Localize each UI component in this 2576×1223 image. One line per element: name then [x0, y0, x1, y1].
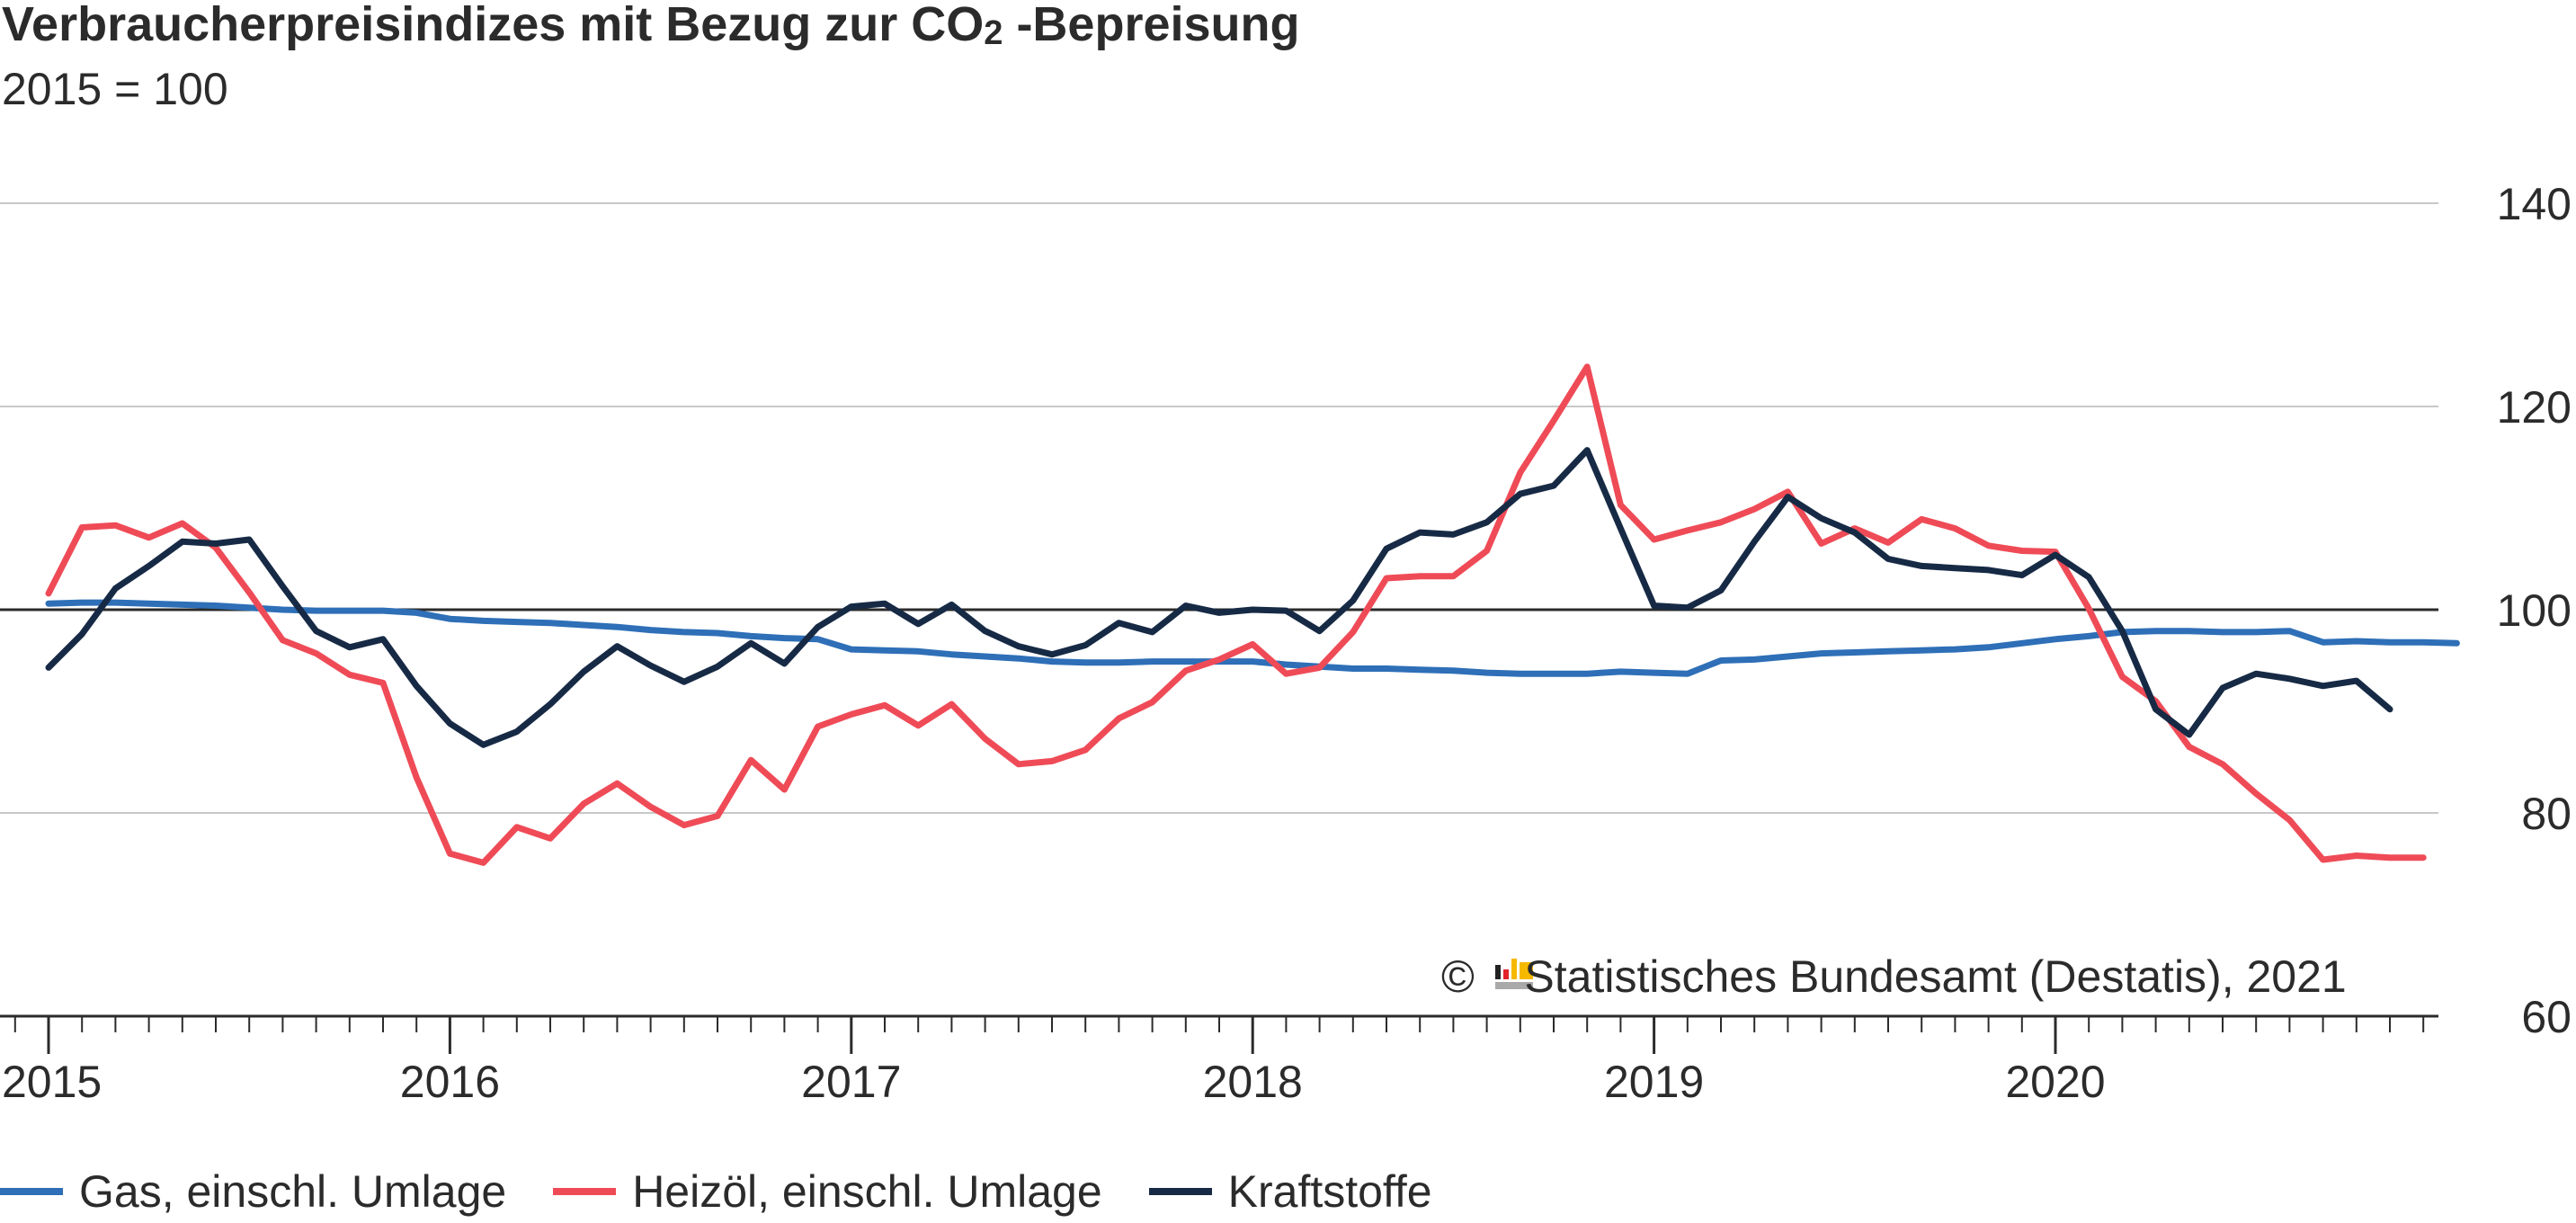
series-line-heizoel — [45, 363, 2427, 866]
legend-swatch-gas — [0, 1188, 63, 1195]
series-line-kraftstoffe — [45, 447, 2393, 748]
x-tick-label: 2016 — [400, 1057, 500, 1107]
y-tick-label: 100 — [2497, 585, 2572, 636]
destatis-logo-icon — [1495, 959, 1533, 989]
line-chart: 60 80 100 120 140 2015 2016 2017 2018 2019 2020 ©… — [0, 179, 2572, 1107]
legend-swatch-heizoel — [553, 1188, 617, 1195]
chart-title-tail: -Bepreisung — [1003, 0, 1300, 51]
legend-item-gas: Gas, einschl. Umlage — [0, 1165, 506, 1218]
y-tick-label: 80 — [2521, 789, 2572, 839]
legend-swatch-kraftstoffe — [1148, 1188, 1212, 1195]
x-tick-label: 2019 — [1604, 1057, 1704, 1107]
y-tick-label: 140 — [2497, 179, 2572, 229]
x-tick-label: 2015 — [2, 1057, 102, 1107]
legend-label-kraftstoffe: Kraftstoffe — [1227, 1166, 1432, 1217]
chart-title-subscript: 2 — [984, 14, 1003, 52]
chart-title: Verbraucherpreisindizes mit Bezug zur CO… — [2, 0, 1299, 53]
legend-label-heizoel: Heizöl, einschl. Umlage — [632, 1166, 1102, 1217]
y-tick-label: 120 — [2497, 382, 2572, 433]
x-tick-label: 2017 — [801, 1057, 901, 1107]
x-tick-label: 2020 — [2005, 1057, 2105, 1107]
chart-title-main: Verbraucherpreisindizes mit Bezug zur CO — [2, 0, 985, 51]
legend-label-gas: Gas, einschl. Umlage — [79, 1166, 507, 1217]
data-series — [45, 363, 2460, 866]
grid-lines — [0, 202, 2438, 814]
legend: Gas, einschl. Umlage Heizöl, einschl. Um… — [0, 1160, 1479, 1223]
x-tick-label: 2018 — [1203, 1057, 1303, 1107]
chart-subtitle: 2015 = 100 — [2, 64, 228, 114]
source-note: © Statistisches Bundesamt (Destatis), 20… — [1441, 951, 2347, 1002]
y-tick-label: 60 — [2521, 992, 2572, 1042]
legend-item-heizoel: Heizöl, einschl. Umlage — [553, 1165, 1102, 1218]
legend-item-kraftstoffe: Kraftstoffe — [1148, 1165, 1432, 1218]
series-line-gas — [45, 599, 2460, 677]
y-axis-labels: 60 80 100 120 140 — [2497, 179, 2572, 1042]
x-axis: 2015 2016 2017 2018 2019 2020 — [0, 1014, 2438, 1107]
